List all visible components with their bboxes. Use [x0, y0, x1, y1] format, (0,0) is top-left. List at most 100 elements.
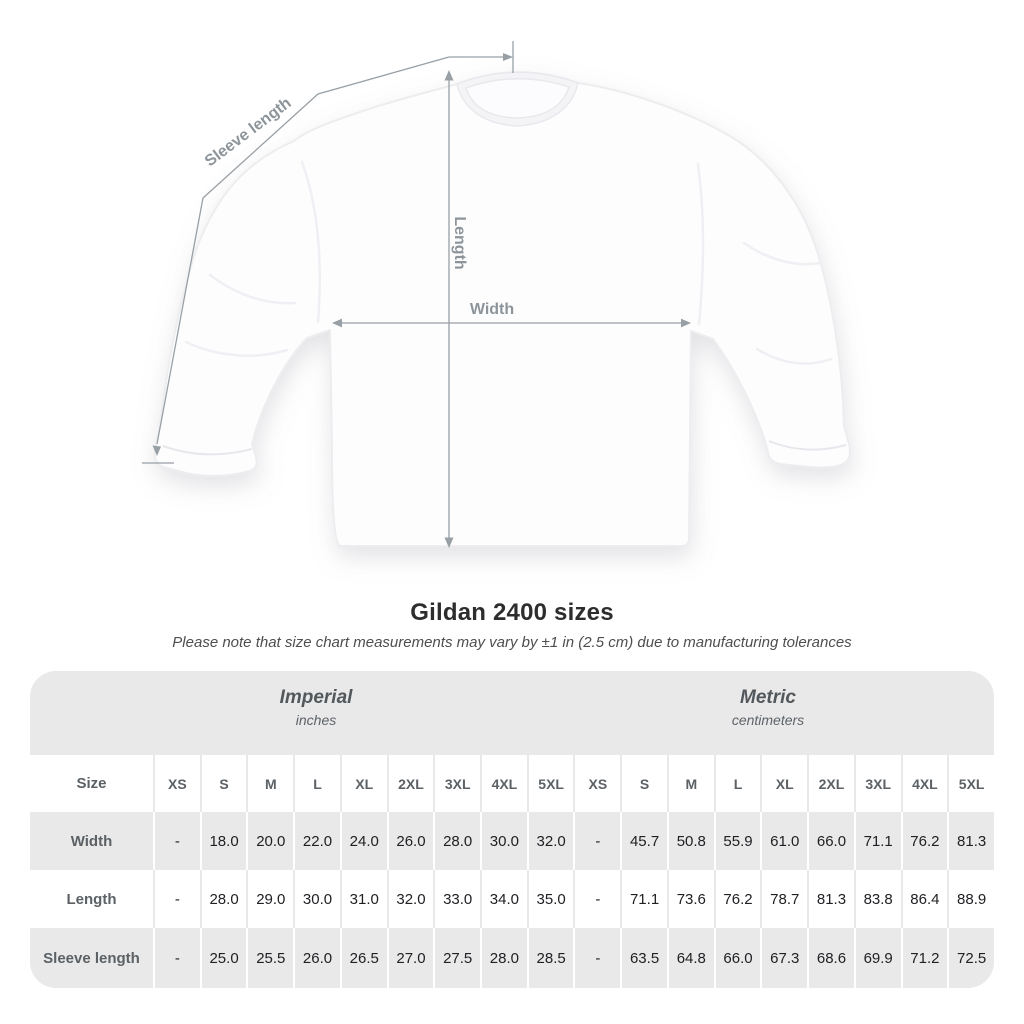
cell: 25.5 — [246, 928, 293, 988]
cell: 76.2 — [900, 812, 948, 870]
imperial-title: Imperial — [279, 687, 353, 708]
measurement-arrowheads — [152, 53, 691, 548]
cell: 86.4 — [900, 870, 948, 928]
cell: 34.0 — [480, 870, 527, 928]
cell: 76.2 — [713, 870, 761, 928]
cell: 20.0 — [246, 812, 293, 870]
size-header-cell: Size — [76, 775, 107, 792]
page-title: Gildan 2400 sizes — [410, 599, 614, 626]
cell: 50.8 — [666, 812, 714, 870]
sleeve-measure-line — [156, 56, 450, 445]
size-col-header: XS — [153, 755, 200, 812]
cell: 26.0 — [386, 812, 434, 870]
cell: 66.0 — [713, 928, 761, 988]
cell: - — [573, 928, 620, 988]
cell: 32.0 — [526, 812, 574, 870]
cell: 45.7 — [620, 812, 667, 870]
metric-group-header: Metric centimeters — [542, 671, 994, 755]
cell: 26.5 — [339, 928, 387, 988]
cell: 35.0 — [526, 870, 574, 928]
cell: 30.0 — [480, 812, 527, 870]
table-row-sleeve-length: Sleeve length - 25.0 25.5 26.0 26.5 27.0… — [30, 928, 994, 988]
cell: - — [573, 870, 620, 928]
size-col-header: L — [293, 755, 340, 812]
cell: 28.0 — [433, 812, 480, 870]
size-col-header: 4XL — [900, 755, 948, 812]
imperial-unit: inches — [295, 712, 337, 728]
size-col-header: 3XL — [853, 755, 901, 812]
size-col-header: S — [199, 755, 247, 812]
size-col-header: 2XL — [386, 755, 434, 812]
cell: 24.0 — [339, 812, 387, 870]
cell: 28.0 — [199, 870, 247, 928]
cell: 33.0 — [433, 870, 480, 928]
cell: 27.0 — [386, 928, 434, 988]
row-label: Length — [66, 890, 117, 908]
cell: 68.6 — [807, 928, 854, 988]
size-col-header: M — [666, 755, 714, 812]
table-header-row: Size XS S M L XL 2XL 3XL 4XL 5XL XS S M … — [30, 755, 994, 812]
cell: 18.0 — [199, 812, 247, 870]
cell: 64.8 — [666, 928, 714, 988]
cell: 73.6 — [666, 870, 714, 928]
cell: 30.0 — [293, 870, 340, 928]
cell: 27.5 — [433, 928, 480, 988]
cell: 71.1 — [853, 812, 901, 870]
size-col-header: 2XL — [807, 755, 854, 812]
size-chart-table: Imperial inches Metric centimeters Size … — [30, 671, 994, 988]
cell: 81.3 — [947, 812, 994, 870]
cell: 25.0 — [199, 928, 247, 988]
size-col-header: M — [246, 755, 293, 812]
length-label: Length — [451, 216, 468, 269]
cell: 71.2 — [900, 928, 948, 988]
cell: - — [573, 812, 620, 870]
measurement-annotations — [142, 41, 681, 538]
collar-opening — [465, 78, 570, 119]
size-col-header: XS — [573, 755, 620, 812]
cell: 72.5 — [947, 928, 994, 988]
cell: 22.0 — [293, 812, 340, 870]
page-subtitle: Please note that size chart measurements… — [172, 634, 852, 651]
size-col-header: L — [713, 755, 761, 812]
cell: 71.1 — [620, 870, 667, 928]
cell: 63.5 — [620, 928, 667, 988]
cell: 28.0 — [480, 928, 527, 988]
width-label: Width — [470, 301, 514, 318]
unit-system-band: Imperial inches Metric centimeters — [30, 671, 994, 755]
long-sleeve-shirt-illustration — [153, 71, 851, 547]
cell: 29.0 — [246, 870, 293, 928]
shirt-fold-lines — [184, 160, 833, 365]
cell: 61.0 — [760, 812, 807, 870]
metric-unit: centimeters — [731, 712, 805, 728]
cell: 31.0 — [339, 870, 387, 928]
size-col-header: XL — [339, 755, 387, 812]
band-spacer — [30, 671, 90, 755]
size-col-header: S — [620, 755, 667, 812]
cell: 69.9 — [853, 928, 901, 988]
cell: 55.9 — [713, 812, 761, 870]
cell: 88.9 — [947, 870, 994, 928]
table-row-width: Width - 18.0 20.0 22.0 24.0 26.0 28.0 30… — [30, 812, 994, 870]
cell: 28.5 — [526, 928, 574, 988]
table-row-length: Length - 28.0 29.0 30.0 31.0 32.0 33.0 3… — [30, 870, 994, 928]
row-label: Width — [70, 832, 113, 850]
cell: 67.3 — [760, 928, 807, 988]
size-col-header: XL — [760, 755, 807, 812]
imperial-group-header: Imperial inches — [90, 671, 542, 755]
cell: 78.7 — [760, 870, 807, 928]
cell: 66.0 — [807, 812, 854, 870]
cell: - — [153, 928, 200, 988]
shirt-measurement-diagram: Sleeve length Length Width — [142, 41, 851, 548]
metric-title: Metric — [740, 687, 796, 708]
size-col-header: 4XL — [480, 755, 527, 812]
size-col-header: 5XL — [947, 755, 994, 812]
cell: 81.3 — [807, 870, 854, 928]
cell: 83.8 — [853, 870, 901, 928]
size-col-header: 3XL — [433, 755, 480, 812]
row-label: Sleeve length — [43, 949, 140, 967]
size-col-header: 5XL — [526, 755, 574, 812]
cell: 32.0 — [386, 870, 434, 928]
cell: - — [153, 870, 200, 928]
cell: 26.0 — [293, 928, 340, 988]
